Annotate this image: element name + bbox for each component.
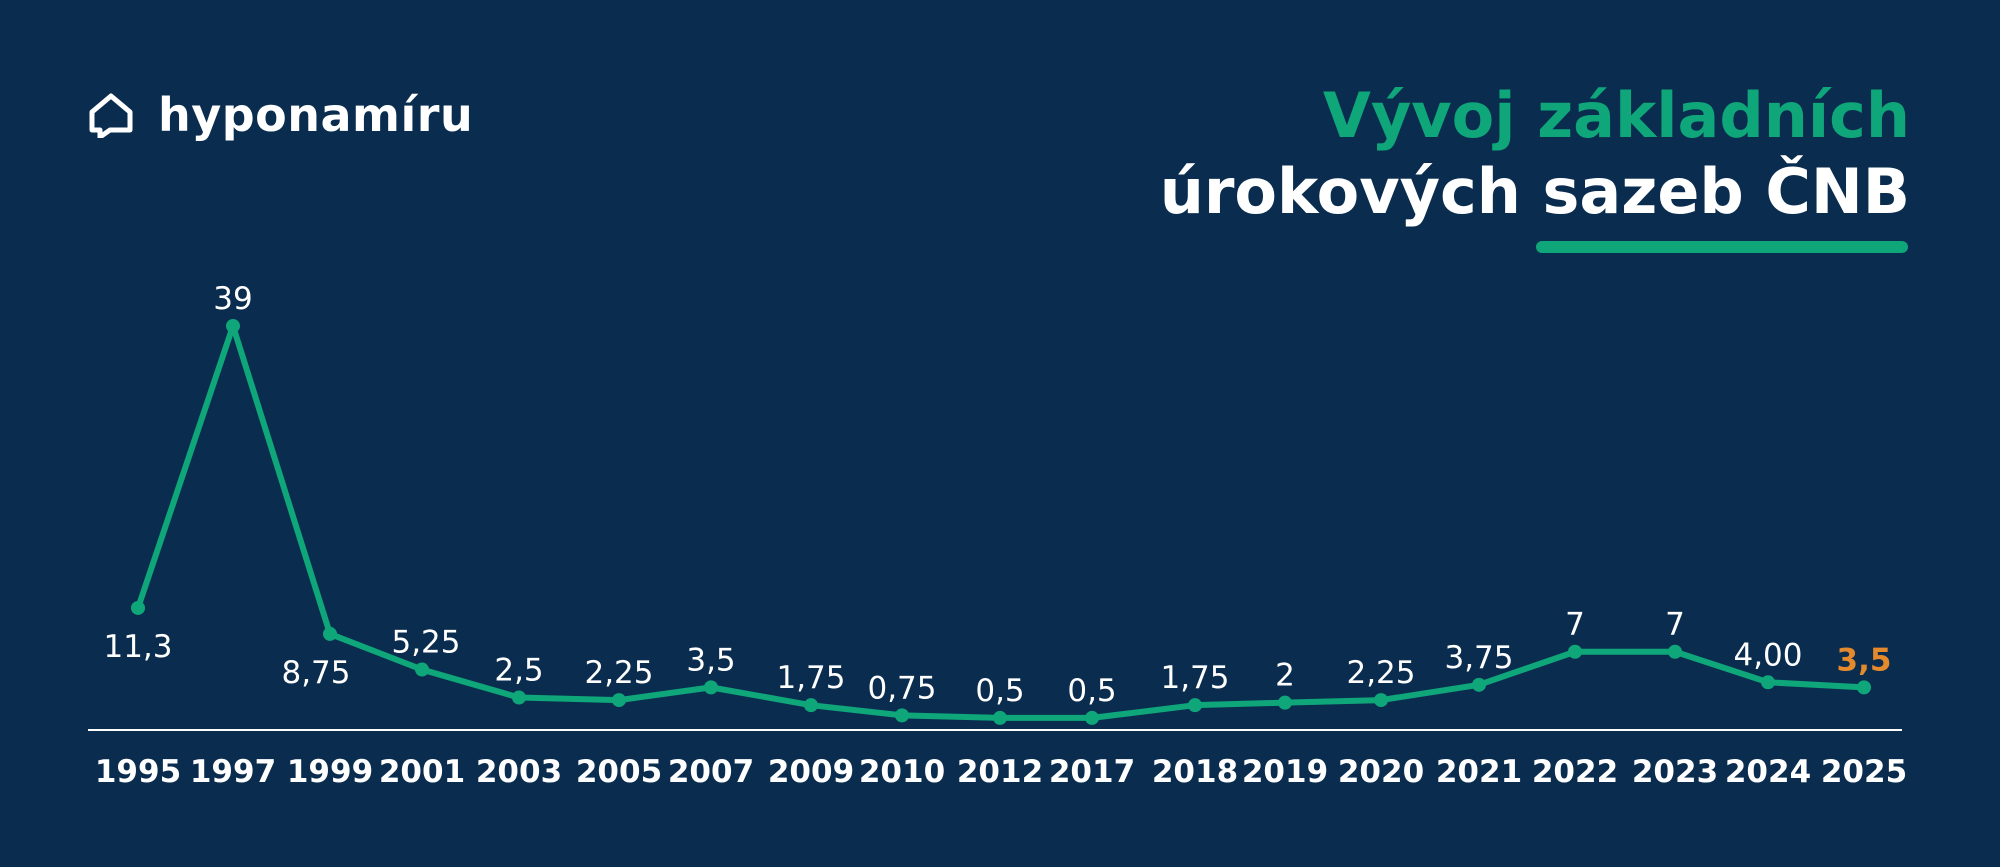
x-tick-2022: 2022 bbox=[1532, 754, 1618, 790]
x-tick-2019: 2019 bbox=[1242, 754, 1328, 790]
data-point-2007 bbox=[704, 680, 718, 695]
x-tick-2003: 2003 bbox=[476, 754, 562, 790]
brand-logo: hyponamíru bbox=[88, 88, 473, 142]
x-tick-1995: 1995 bbox=[95, 754, 181, 790]
data-label-2010: 0,75 bbox=[867, 670, 936, 706]
chart-title: Vývoj základních úrokových sazeb ČNB bbox=[1160, 78, 1910, 230]
chart-title-line2: úrokových sazeb ČNB bbox=[1159, 155, 1910, 228]
x-tick-2017: 2017 bbox=[1049, 754, 1135, 790]
data-label-2018: 1,75 bbox=[1160, 660, 1229, 696]
title-underline bbox=[1536, 241, 1908, 253]
x-tick-2012: 2012 bbox=[957, 754, 1043, 790]
x-tick-2024: 2024 bbox=[1725, 754, 1811, 790]
data-point-1999 bbox=[323, 626, 337, 641]
data-point-2017 bbox=[1085, 710, 1099, 725]
data-point-2019 bbox=[1278, 695, 1292, 710]
data-point-2025 bbox=[1857, 680, 1871, 695]
data-label-1997: 39 bbox=[213, 281, 252, 317]
data-point-2024 bbox=[1761, 675, 1775, 690]
data-label-2023: 7 bbox=[1665, 607, 1685, 643]
data-point-2012 bbox=[993, 710, 1007, 725]
data-label-2019: 2 bbox=[1275, 658, 1295, 694]
x-tick-labels: 1995 1997 1999 2001 2003 2005 2007 2009 2010 2012… bbox=[95, 754, 1907, 790]
house-chat-icon bbox=[89, 93, 133, 138]
data-label-2022: 7 bbox=[1565, 607, 1585, 643]
data-label-1995: 11,3 bbox=[103, 629, 172, 665]
data-point-2005 bbox=[612, 693, 626, 708]
data-point-2023 bbox=[1668, 644, 1682, 659]
data-label-2012: 0,5 bbox=[975, 673, 1024, 709]
data-label-2020: 2,25 bbox=[1346, 655, 1415, 691]
data-points bbox=[131, 319, 1871, 725]
data-label-2003: 2,5 bbox=[494, 653, 543, 689]
x-tick-1997: 1997 bbox=[190, 754, 276, 790]
chart-title-line1: Vývoj základních bbox=[1322, 79, 1910, 152]
data-point-2020 bbox=[1374, 693, 1388, 708]
data-label-2024: 4,00 bbox=[1733, 637, 1802, 673]
x-tick-2005: 2005 bbox=[576, 754, 662, 790]
data-label-2001: 5,25 bbox=[391, 625, 460, 661]
data-point-1995 bbox=[131, 600, 145, 615]
data-point-2009 bbox=[804, 698, 818, 713]
data-label-2021: 3,75 bbox=[1444, 640, 1513, 676]
x-tick-2001: 2001 bbox=[379, 754, 465, 790]
x-tick-1999: 1999 bbox=[287, 754, 373, 790]
data-label-2009: 1,75 bbox=[776, 660, 845, 696]
data-point-1997 bbox=[226, 319, 240, 333]
data-point-2003 bbox=[512, 690, 526, 705]
x-tick-2009: 2009 bbox=[768, 754, 854, 790]
data-label-1999: 8,75 bbox=[281, 655, 350, 691]
data-point-2018 bbox=[1188, 698, 1202, 713]
data-point-2022 bbox=[1568, 644, 1582, 659]
data-label-2017: 0,5 bbox=[1067, 673, 1116, 709]
x-tick-2010: 2010 bbox=[859, 754, 945, 790]
x-tick-2023: 2023 bbox=[1632, 754, 1718, 790]
data-label-2007: 3,5 bbox=[686, 642, 735, 678]
data-labels: 11,3 39 8,75 5,25 2,5 2,25 3,5 1,75 0,75 0,5 0,5 1,… bbox=[103, 281, 1891, 709]
data-point-2021 bbox=[1472, 677, 1486, 692]
x-tick-2020: 2020 bbox=[1338, 754, 1424, 790]
brand-name: hyponamíru bbox=[158, 88, 474, 142]
data-label-2025: 3,5 bbox=[1837, 642, 1892, 678]
data-point-2010 bbox=[895, 708, 909, 723]
x-tick-2018: 2018 bbox=[1152, 754, 1238, 790]
data-label-2005: 2,25 bbox=[584, 655, 653, 691]
x-tick-2021: 2021 bbox=[1436, 754, 1522, 790]
x-tick-2025: 2025 bbox=[1821, 754, 1907, 790]
x-tick-2007: 2007 bbox=[668, 754, 754, 790]
data-point-2001 bbox=[415, 662, 429, 677]
